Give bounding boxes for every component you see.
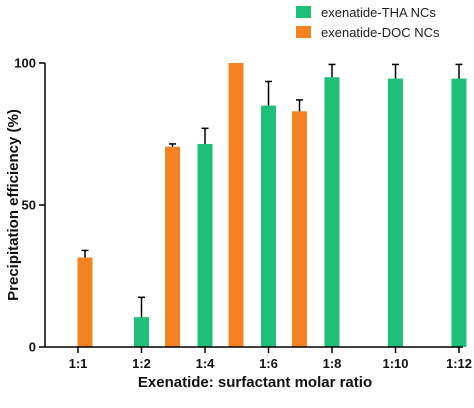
bar-tha-1-12 <box>451 78 467 348</box>
chart-legend: exenatide-THA NCs exenatide-DOC NCs <box>296 5 440 40</box>
x-tick-label-1-1: 1:1 <box>69 356 88 371</box>
bar-doc-1-6 <box>292 111 307 347</box>
bar-tha-1-6 <box>261 105 276 347</box>
x-axis-title: Exenatide: surfactant molar ratio <box>138 374 372 391</box>
x-tick-label-1-4: 1:4 <box>196 356 216 371</box>
bars-group <box>77 63 467 348</box>
x-tick-label-1-10: 1:10 <box>382 356 408 371</box>
x-tick-label-1-8: 1:8 <box>323 356 342 371</box>
axes-group: 0 50 100 1:1 1:2 1:4 1:6 1:8 1:10 1:12 <box>14 56 472 372</box>
legend-label-doc: exenatide-DOC NCs <box>321 25 440 40</box>
bar-doc-1-1 <box>77 257 93 347</box>
legend-swatch-doc <box>296 26 311 38</box>
bar-tha-1-10 <box>388 78 403 348</box>
y-tick-label-0: 0 <box>29 340 36 355</box>
legend-swatch-tha <box>296 6 311 18</box>
bar-tha-1-4 <box>197 143 213 347</box>
y-tick-label-100: 100 <box>14 56 36 71</box>
legend-label-tha: exenatide-THA NCs <box>321 5 436 20</box>
x-tick-label-1-2: 1:2 <box>132 356 151 371</box>
x-tick-label-1-6: 1:6 <box>259 356 278 371</box>
bar-tha-1-2 <box>134 317 149 347</box>
bar-tha-1-8 <box>324 77 340 347</box>
bar-doc-1-4 <box>228 63 244 347</box>
bar-doc-1-2 <box>165 146 180 347</box>
error-bars-group <box>81 63 463 318</box>
x-tick-label-1-12: 1:12 <box>446 356 472 371</box>
y-axis-title: Precipitation efficiency (%) <box>5 109 22 301</box>
y-tick-label-50: 50 <box>22 198 36 213</box>
